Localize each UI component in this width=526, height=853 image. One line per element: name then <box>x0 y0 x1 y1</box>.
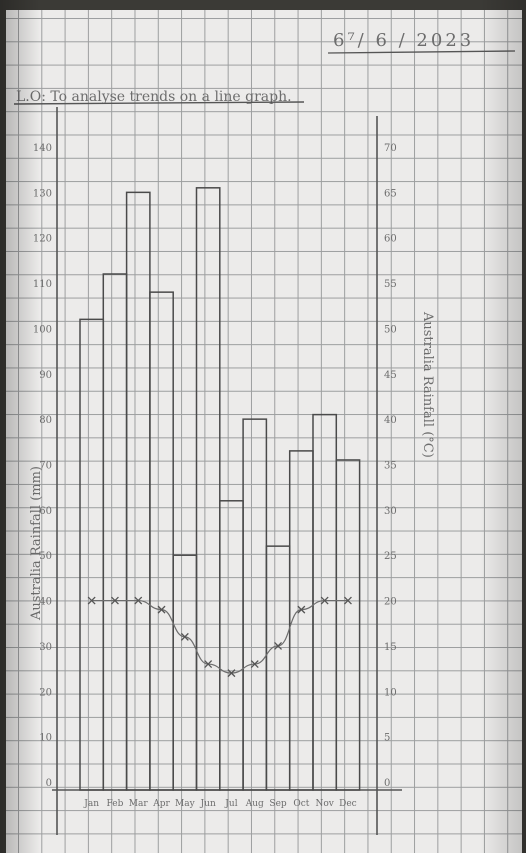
x-tick-oct: Oct <box>293 799 309 809</box>
y2-tick-label: 40 <box>384 415 397 426</box>
bar-mar <box>125 191 151 791</box>
x-tick-aug: Aug <box>245 799 264 809</box>
x-tick-apr: Apr <box>152 799 170 809</box>
temperature-point-aug <box>250 660 259 669</box>
x-tick-nov: Nov <box>315 799 334 809</box>
y2-tick-label: 35 <box>384 461 397 472</box>
temperature-point-jun <box>204 660 213 669</box>
y2-tick-label: 0 <box>384 778 390 789</box>
y2-tick-label: 60 <box>384 234 397 245</box>
y-ticks: 0 10 20 30 40 50 60 70 80 90 100 110 120 130 140 <box>33 143 52 789</box>
y2-tick-label: 55 <box>384 279 397 290</box>
y-tick-label: 70 <box>39 461 52 472</box>
bar-aug <box>242 418 268 791</box>
y-tick-label: 40 <box>39 597 52 608</box>
date-text: 6⁷/ 6 / 2023 <box>333 30 474 51</box>
y2-tick-label: 45 <box>384 370 397 381</box>
y-tick-label: 130 <box>33 188 52 199</box>
x-tick-jun: Jun <box>200 799 216 809</box>
y-tick-label: 0 <box>46 778 52 789</box>
temperature-point-oct <box>297 605 306 614</box>
y2-axis-title: Australia Rainfall (°C) <box>420 311 435 458</box>
y-axis-title: Australia Rainfall (mm) <box>29 466 44 621</box>
x-tick-dec: Dec <box>339 799 357 809</box>
x-tick-sep: Sep <box>269 799 286 809</box>
bar-sep <box>265 545 291 791</box>
x-tick-feb: Feb <box>107 799 124 809</box>
y-tick-label: 20 <box>39 687 52 698</box>
temperature-point-apr <box>157 605 166 614</box>
bar-dec <box>335 459 361 791</box>
temperature-point-feb <box>110 596 119 605</box>
y2-tick-label: 30 <box>384 506 397 517</box>
y-tick-label: 30 <box>39 642 52 653</box>
y2-tick-label: 25 <box>384 551 397 562</box>
bar-apr <box>149 291 174 791</box>
date-underline <box>327 50 516 54</box>
bars <box>79 187 361 791</box>
y-tick-label: 100 <box>33 324 52 335</box>
temperature-point-jul <box>227 669 236 678</box>
x-tick-may: May <box>175 799 196 809</box>
bar-jul <box>219 500 244 791</box>
objective-underline <box>13 101 305 105</box>
y2-ticks: 0 5 10 15 20 25 30 35 40 45 50 55 60 65 70 <box>384 143 397 789</box>
temperature-point-jan <box>87 596 96 605</box>
bar-jun <box>195 187 221 791</box>
x-tick-jan: Jan <box>83 799 99 809</box>
y2-tick-label: 65 <box>384 188 397 199</box>
objective-text: L.O: To analyse trends on a line graph. <box>16 89 292 105</box>
x-tick-jul: Jul <box>224 799 237 809</box>
temperature-point-dec <box>343 596 352 605</box>
y-tick-label: 110 <box>33 279 52 290</box>
y-tick-label: 50 <box>39 551 52 562</box>
temperature-point-nov <box>320 596 329 605</box>
x-tick-mar: Mar <box>129 799 149 809</box>
y-tick-label: 140 <box>33 143 52 154</box>
bar-may <box>172 554 198 791</box>
temperature-point-mar <box>134 596 143 605</box>
y2-tick-label: 15 <box>384 642 397 653</box>
bar-oct <box>288 450 314 791</box>
y-tick-label: 120 <box>33 234 52 245</box>
bar-jan <box>79 318 105 791</box>
y2-tick-label: 70 <box>384 143 397 154</box>
y-tick-label: 90 <box>39 370 52 381</box>
notebook-page <box>6 10 522 853</box>
y2-tick-label: 10 <box>384 687 397 698</box>
bar-feb <box>102 273 128 791</box>
y-tick-label: 10 <box>39 733 52 744</box>
y-tick-label: 60 <box>39 506 52 517</box>
temperature-point-sep <box>274 641 283 650</box>
y2-tick-label: 20 <box>384 597 397 608</box>
y-tick-label: 80 <box>39 415 52 426</box>
temperature-line-path <box>91 599 348 674</box>
temperature-line <box>87 596 352 678</box>
y2-tick-label: 50 <box>384 324 397 335</box>
y2-tick-label: 5 <box>384 733 390 744</box>
temperature-point-may <box>180 632 189 641</box>
x-ticks: Jan Feb Mar Apr May Jun Jul Aug Sep Oct Nov Dec <box>83 799 356 809</box>
